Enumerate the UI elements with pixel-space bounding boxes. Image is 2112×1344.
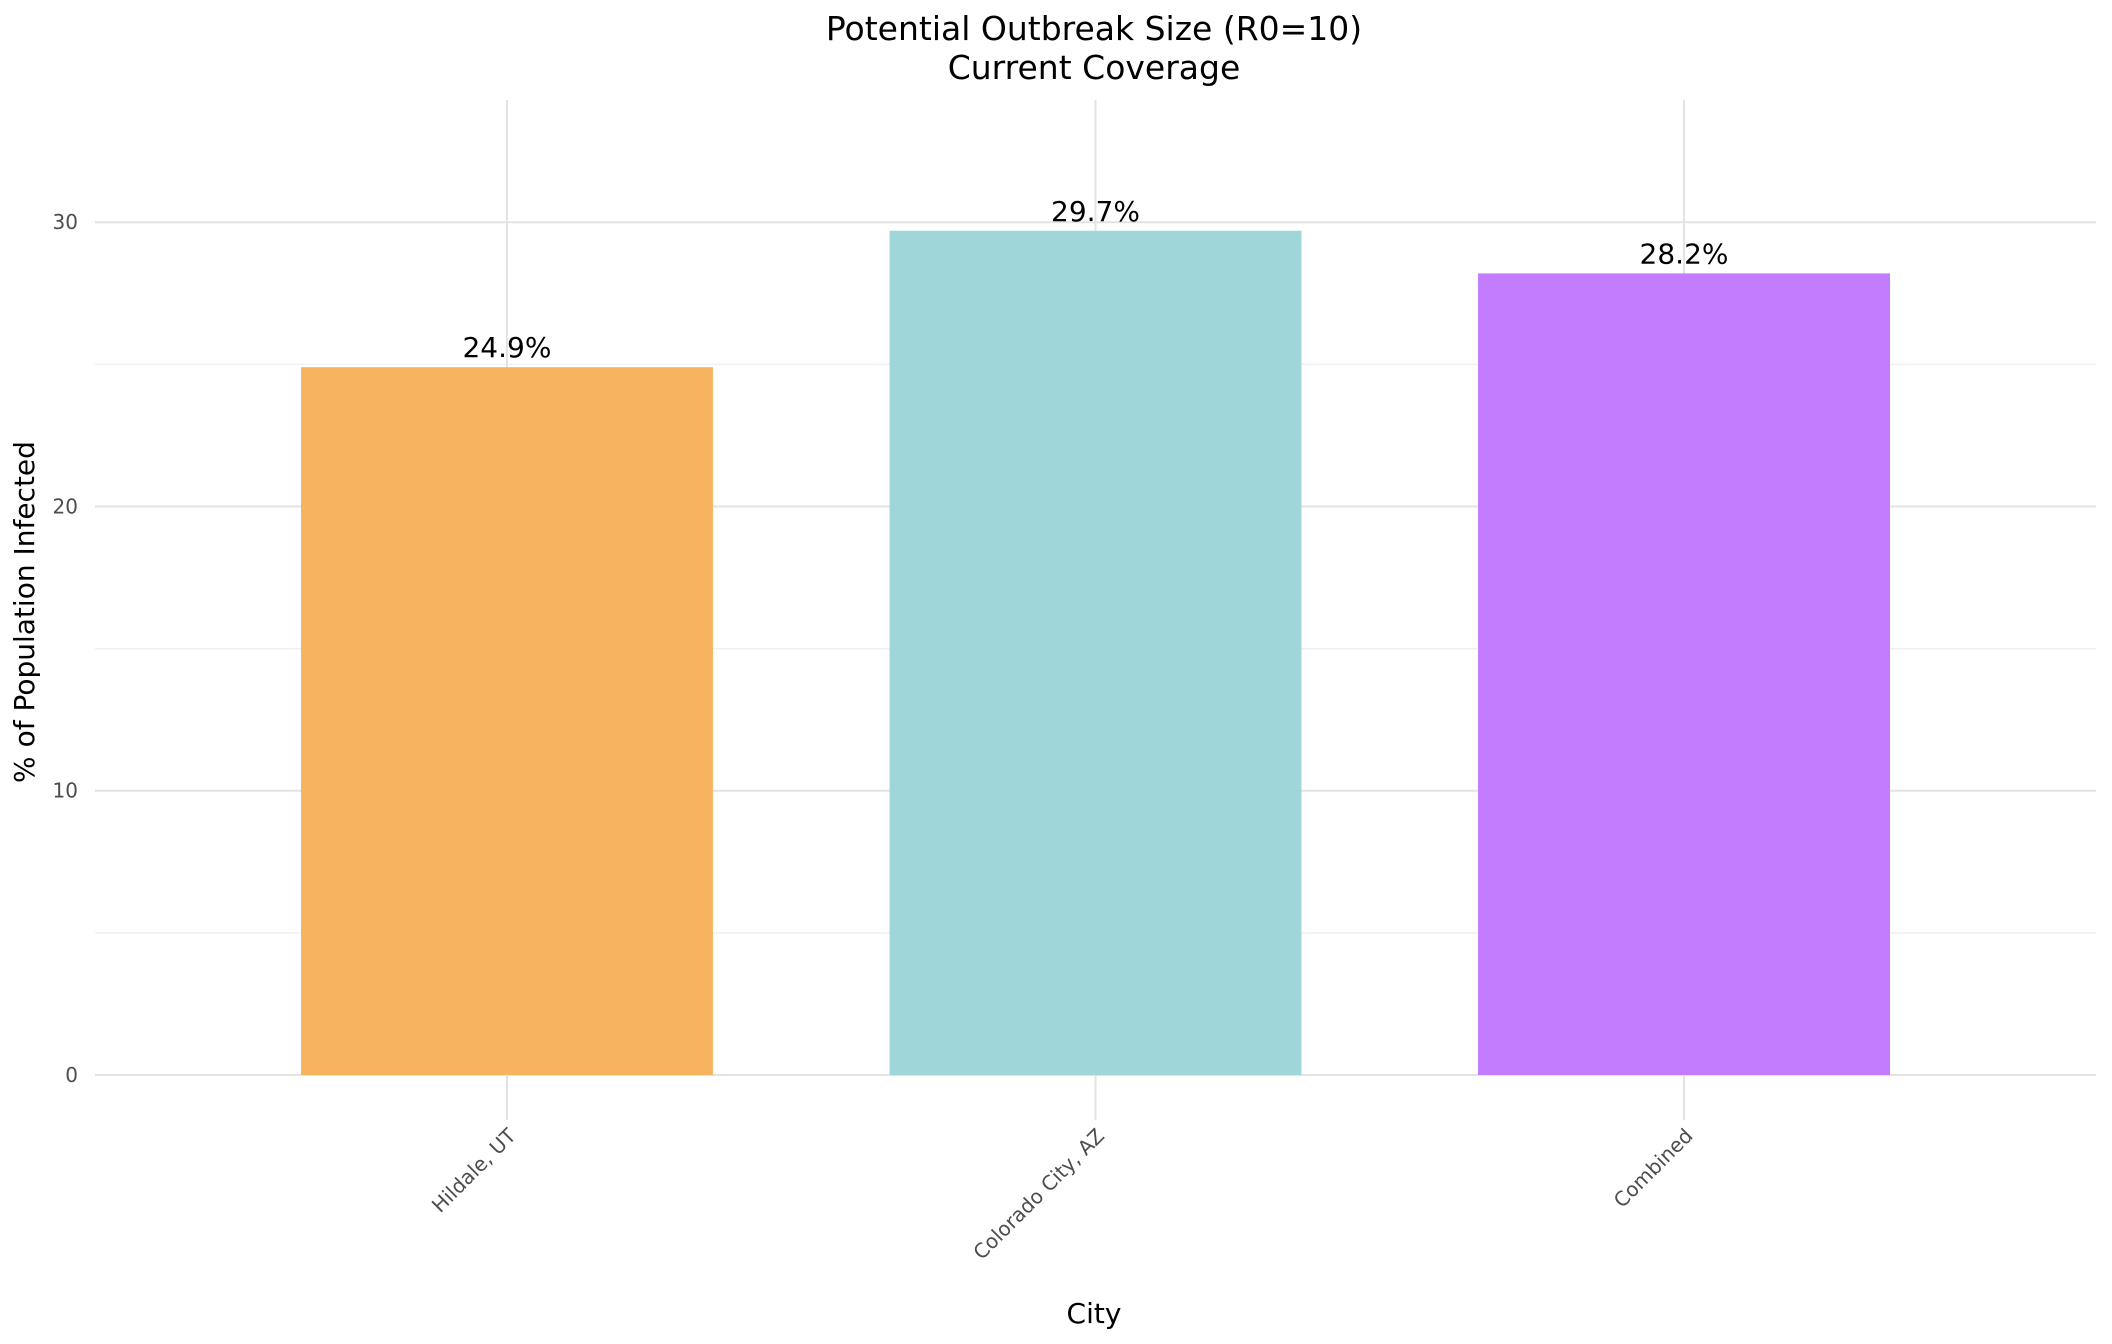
- y-axis-ticks: 0 10 20 30: [53, 210, 78, 1087]
- data-labels: 24.9% 29.7% 28.2%: [462, 195, 1728, 364]
- y-tick-label: 30: [53, 210, 78, 234]
- y-tick-label: 0: [65, 1063, 78, 1087]
- bar: [889, 230, 1302, 1076]
- x-axis-title: City: [1067, 1297, 1122, 1330]
- y-tick-label: 10: [53, 779, 78, 803]
- bar: [1478, 273, 1891, 1076]
- y-tick-label: 20: [53, 494, 78, 518]
- y-axis-title: % of Population Infected: [8, 441, 41, 783]
- x-tick-label: Hildale, UT: [427, 1123, 521, 1217]
- chart-title: Potential Outbreak Size (R0=10): [826, 9, 1362, 48]
- bar-value-label: 24.9%: [462, 331, 551, 364]
- chart-subtitle: Current Coverage: [948, 48, 1241, 87]
- x-tick-label: Combined: [1609, 1124, 1698, 1213]
- bar-value-label: 28.2%: [1640, 237, 1729, 270]
- bars: [300, 230, 1891, 1076]
- bar: [300, 367, 713, 1075]
- x-axis-ticks: Hildale, UT Colorado City, AZ Combined: [427, 1123, 1698, 1264]
- bar-value-label: 29.7%: [1051, 195, 1140, 228]
- x-tick-label: Colorado City, AZ: [968, 1124, 1109, 1265]
